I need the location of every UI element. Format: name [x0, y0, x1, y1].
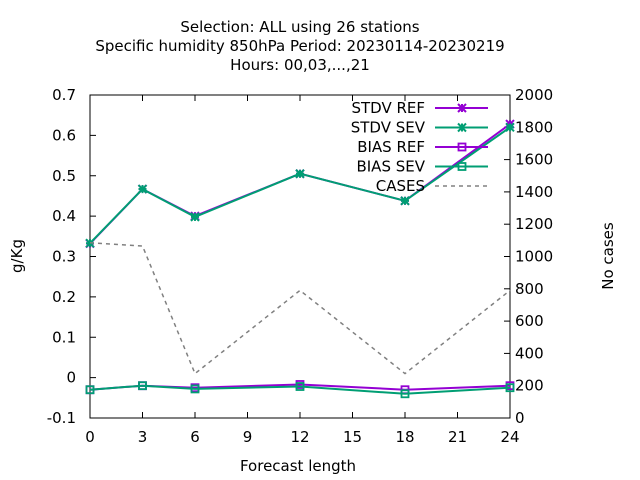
- data-point: [505, 122, 515, 133]
- y2-tick-label: 0: [515, 409, 525, 427]
- series-cases: [89, 242, 511, 375]
- legend-marker: [457, 142, 467, 152]
- y2-tick-label: 1000: [515, 248, 553, 266]
- y2-tick-label: 1800: [515, 118, 553, 136]
- y-tick-label: 0.5: [52, 167, 76, 185]
- x-tick-label: 18: [395, 428, 414, 446]
- series-stdv-sev: [85, 122, 515, 248]
- data-point: [137, 184, 148, 194]
- legend-marker: [457, 162, 467, 171]
- legend-label: CASES: [376, 177, 425, 195]
- legend-label: STDV SEV: [351, 119, 426, 137]
- y2-tick-label: 400: [515, 344, 544, 362]
- series-line: [89, 123, 511, 245]
- series-stdv-ref: [85, 119, 515, 249]
- y-tick-label: 0.3: [52, 248, 76, 266]
- data-point: [505, 383, 515, 393]
- y2-tick-label: 200: [515, 377, 544, 395]
- y2-tick-label: 1200: [515, 215, 553, 233]
- y2-axis-label: No cases: [599, 222, 617, 290]
- series-line: [89, 242, 511, 375]
- data-point: [295, 169, 305, 179]
- y2-tick-label: 800: [515, 280, 544, 298]
- x-tick-label: 9: [243, 428, 253, 446]
- data-point: [138, 381, 147, 391]
- axes: 0 3 6 9 12 15 18 21 24 0.7 0.6 0.5 0.4 0.3 0.2 0.1 0 -0.1…: [47, 86, 553, 446]
- x-tick-label: 3: [138, 428, 148, 446]
- y-tick-label: 0.1: [52, 328, 76, 346]
- series-line: [89, 126, 511, 244]
- data-point: [190, 384, 200, 394]
- legend-label: STDV REF: [351, 99, 425, 117]
- data-point: [295, 382, 305, 391]
- data-point: [400, 389, 410, 399]
- legend-marker: [457, 103, 467, 113]
- legend-label: BIAS SEV: [356, 158, 425, 176]
- title-line-3: Hours: 00,03,...,21: [230, 56, 370, 74]
- y-axis-label: g/Kg: [8, 239, 26, 273]
- y-tick-label: 0.7: [52, 86, 76, 104]
- y2-tick-label: 2000: [515, 86, 553, 104]
- plot-area: [89, 94, 511, 419]
- y-tick-label: 0.4: [52, 207, 76, 225]
- y-tick-label: 0: [66, 369, 76, 387]
- data-point: [400, 196, 410, 206]
- series-line: [89, 384, 511, 395]
- x-tick-label: 0: [85, 428, 95, 446]
- x-tick-label: 6: [190, 428, 200, 446]
- y-tick-label: 0.6: [52, 126, 76, 144]
- series-bias-sev: [85, 381, 515, 399]
- data-point: [190, 212, 200, 222]
- y2-tick-label: 1400: [515, 183, 553, 201]
- y2-tick-label: 1600: [515, 151, 553, 169]
- x-tick-label: 21: [448, 428, 467, 446]
- data-point: [85, 385, 95, 395]
- y-tick-label: 0.2: [52, 288, 76, 306]
- legend-marker: [457, 122, 467, 133]
- y-tick-label: -0.1: [47, 409, 76, 427]
- series-layer: [85, 119, 515, 399]
- legend-label: BIAS REF: [357, 138, 425, 156]
- x-tick-label: 15: [343, 428, 362, 446]
- title-line-2: Specific humidity 850hPa Period: 2023011…: [95, 37, 504, 55]
- x-tick-label: 24: [500, 428, 519, 446]
- x-tick-label: 12: [290, 428, 309, 446]
- y2-tick-label: 600: [515, 312, 544, 330]
- x-axis-label: Forecast length: [240, 457, 356, 475]
- chart-title: Selection: ALL using 26 stations Specifi…: [95, 18, 504, 74]
- title-line-1: Selection: ALL using 26 stations: [180, 18, 419, 36]
